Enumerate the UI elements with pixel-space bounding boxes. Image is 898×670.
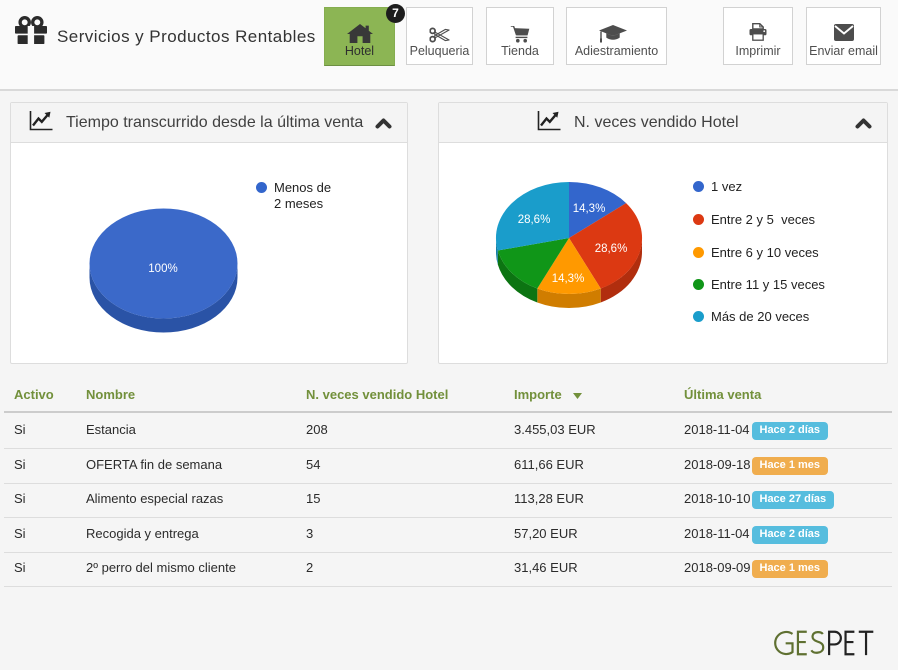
svg-text:14,3%: 14,3% [573,203,606,215]
svg-text:14,3%: 14,3% [552,273,585,285]
svg-text:100%: 100% [148,263,177,275]
svg-text:28,6%: 28,6% [518,214,551,226]
svg-text:28,6%: 28,6% [595,243,628,255]
